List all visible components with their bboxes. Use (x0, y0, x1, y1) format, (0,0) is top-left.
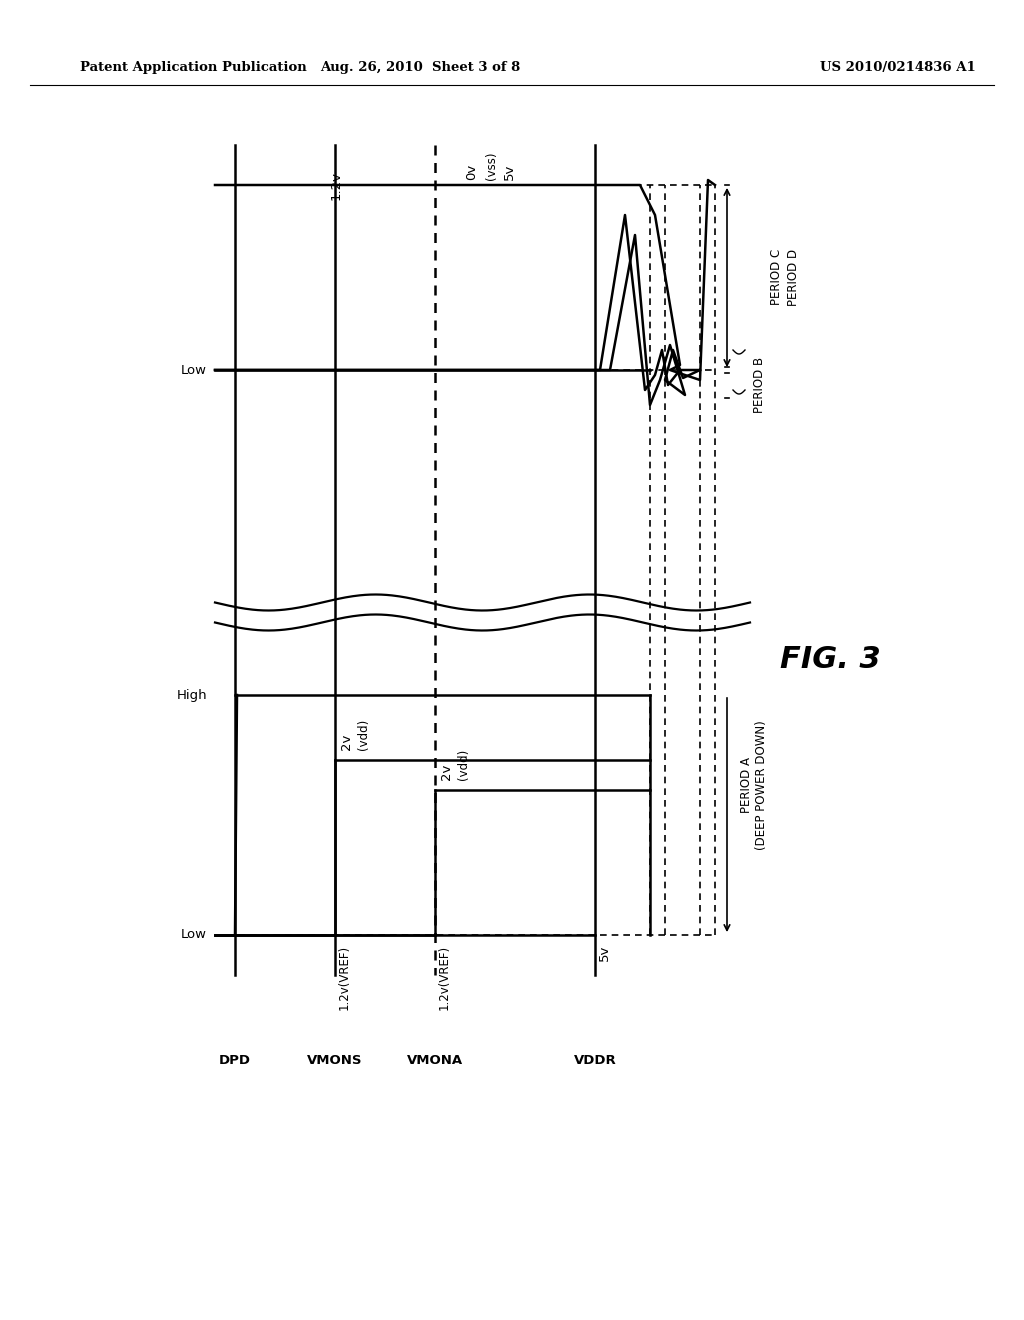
Text: (vss): (vss) (485, 152, 498, 180)
Text: PERIOD B: PERIOD B (753, 356, 766, 413)
Text: 5v: 5v (503, 164, 516, 180)
Text: DPD: DPD (219, 1053, 251, 1067)
Text: High: High (176, 689, 207, 701)
Text: 2v: 2v (440, 764, 453, 780)
Text: 5v: 5v (598, 945, 611, 961)
Text: (vdd): (vdd) (357, 719, 370, 750)
Text: FIG. 3: FIG. 3 (779, 645, 881, 675)
Text: 0v: 0v (465, 164, 478, 180)
Text: VDDR: VDDR (573, 1053, 616, 1067)
Text: Low: Low (181, 928, 207, 941)
Text: 1.2v(VREF): 1.2v(VREF) (438, 945, 451, 1010)
Text: 2v: 2v (340, 734, 353, 750)
Text: VMONA: VMONA (407, 1053, 463, 1067)
Text: (vdd): (vdd) (457, 748, 470, 780)
Text: US 2010/0214836 A1: US 2010/0214836 A1 (820, 62, 976, 74)
Text: 1.2v(VREF): 1.2v(VREF) (338, 945, 351, 1010)
Text: Aug. 26, 2010  Sheet 3 of 8: Aug. 26, 2010 Sheet 3 of 8 (319, 62, 520, 74)
Text: Patent Application Publication: Patent Application Publication (80, 62, 307, 74)
Text: VMONS: VMONS (307, 1053, 362, 1067)
Text: PERIOD A
(DEEP POWER DOWN): PERIOD A (DEEP POWER DOWN) (740, 721, 768, 850)
Text: PERIOD D: PERIOD D (787, 248, 800, 305)
Text: 1.2v: 1.2v (330, 172, 343, 201)
Text: PERIOD C: PERIOD C (770, 249, 783, 305)
Text: Low: Low (181, 363, 207, 376)
